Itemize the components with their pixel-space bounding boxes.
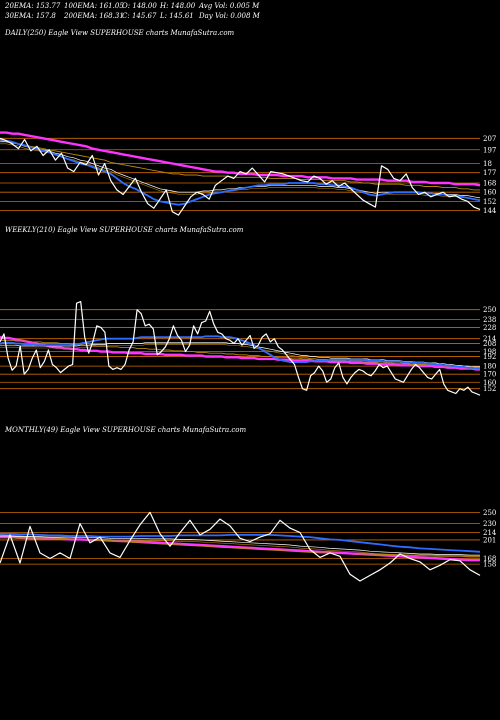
weekly-panel-title: WEEKLY(210) Eagle View SUPERHOUSE charts… bbox=[5, 226, 244, 234]
monthly-y-tick-label: 214 bbox=[483, 529, 497, 537]
ema30-readout: 30EMA: 157.8 bbox=[5, 12, 56, 20]
monthly-ema30-band-line bbox=[0, 537, 480, 558]
daily-price-line bbox=[0, 137, 481, 216]
weekly-y-tick-label: 228 bbox=[483, 324, 496, 332]
monthly-ema20-line bbox=[0, 532, 481, 553]
open-readout: O: 148.00 bbox=[122, 2, 157, 10]
avg-vol-readout: Avg Vol: 0.005 M bbox=[198, 2, 260, 10]
daily-y-tick-label: 177 bbox=[483, 169, 496, 177]
weekly-y-tick-label: 238 bbox=[483, 316, 496, 324]
daily-y-tick-label: 152 bbox=[483, 198, 496, 206]
daily-panel-title: DAILY(250) Eagle View SUPERHOUSE charts … bbox=[4, 29, 235, 37]
weekly-ema200-line bbox=[0, 335, 480, 371]
ema100-readout: 100EMA: 161.05 bbox=[64, 2, 124, 10]
chart-panels: 2071971817716816015214425023822821420819… bbox=[0, 131, 497, 582]
low-readout: L: 145.61 bbox=[159, 12, 194, 20]
weekly-price-line bbox=[0, 301, 481, 396]
weekly-y-tick-label: 208 bbox=[483, 340, 496, 348]
daily-y-tick-label: 197 bbox=[483, 146, 496, 154]
daily-y-tick-label: 168 bbox=[483, 180, 496, 188]
daily-y-tick-label: 160 bbox=[483, 189, 496, 197]
monthly-y-tick-label: 201 bbox=[483, 536, 496, 544]
weekly-y-tick-label: 160 bbox=[483, 379, 496, 387]
daily-y-tick-label: 18 bbox=[483, 160, 492, 168]
weekly-y-tick-label: 170 bbox=[483, 371, 496, 379]
weekly-y-tick-label: 198 bbox=[483, 348, 496, 356]
monthly-ema30-line bbox=[0, 535, 480, 556]
weekly-y-tick-label: 180 bbox=[483, 363, 496, 371]
daily-ema100-line bbox=[0, 140, 480, 191]
monthly-panel-title: MONTHLY(49) Eagle View SUPERHOUSE charts… bbox=[4, 426, 246, 434]
monthly-price-line bbox=[0, 511, 481, 582]
day-vol-readout: Day Vol: 0.008 M bbox=[198, 12, 261, 20]
panel-titles: DAILY(250) Eagle View SUPERHOUSE charts … bbox=[4, 29, 246, 434]
header-readout: 20EMA: 153.77 100EMA: 161.05 O: 148.00 H… bbox=[4, 2, 261, 20]
daily-ema20-line bbox=[0, 138, 481, 206]
daily-y-tick-label: 207 bbox=[483, 135, 496, 143]
weekly-y-tick-label: 250 bbox=[483, 306, 496, 314]
monthly-y-tick-label: 230 bbox=[483, 520, 496, 528]
close-readout: C: 145.67 bbox=[122, 12, 157, 20]
ema200-readout: 200EMA: 168.31 bbox=[63, 12, 124, 20]
ema20-readout: 20EMA: 153.77 bbox=[4, 2, 61, 10]
monthly-y-tick-label: 250 bbox=[483, 509, 496, 517]
monthly-y-tick-label: 158 bbox=[483, 561, 496, 569]
daily-y-tick-label: 144 bbox=[483, 207, 497, 215]
weekly-y-tick-label: 152 bbox=[483, 385, 496, 393]
weekly-y-tick-label: 214 bbox=[483, 335, 497, 343]
weekly-y-tick-label: 192 bbox=[483, 353, 496, 361]
high-readout: H: 148.00 bbox=[159, 2, 196, 10]
weekly-ema30-band-line bbox=[0, 344, 480, 370]
monthly-y-tick-label: 168 bbox=[483, 555, 496, 563]
weekly-ema20-line bbox=[0, 335, 480, 370]
